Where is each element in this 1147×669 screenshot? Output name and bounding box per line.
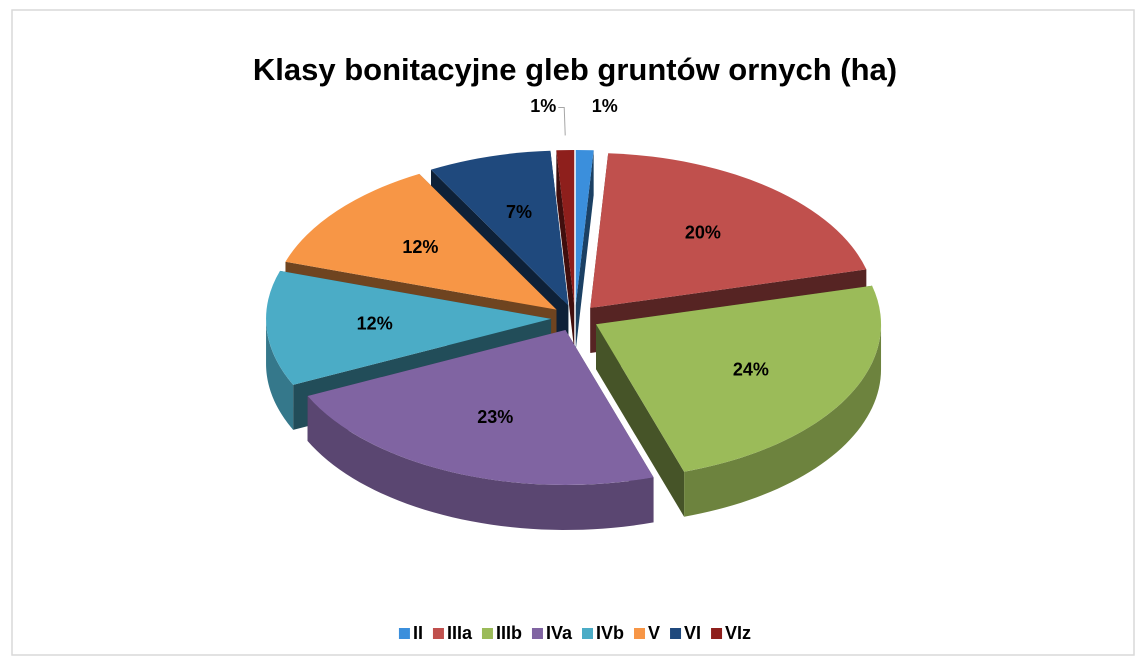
slice-top — [575, 149, 594, 305]
data-label: 7% — [506, 202, 532, 222]
data-label: 1% — [592, 96, 618, 116]
legend-swatch — [531, 628, 543, 639]
legend-swatch — [711, 628, 723, 639]
legend-label: IIIa — [447, 623, 473, 643]
slice-side — [596, 324, 685, 517]
slice — [575, 149, 594, 350]
legend: II IIIa IIIb IVa IVb V VI VIz — [398, 623, 751, 643]
legend-label: IIIb — [496, 623, 522, 643]
legend-swatch — [432, 628, 444, 639]
legend-swatch — [481, 628, 493, 639]
slice-wall — [684, 324, 882, 517]
slice — [596, 285, 882, 517]
legend-label: IVa — [546, 623, 573, 643]
legend-label: V — [648, 623, 660, 643]
legend-label: II — [413, 623, 423, 643]
slice-top — [285, 173, 557, 310]
slice-top — [590, 153, 867, 308]
legend-swatch — [634, 628, 646, 639]
data-label: 1% — [530, 96, 556, 116]
slice-top — [307, 329, 654, 485]
slice-top — [596, 285, 882, 472]
data-label: 12% — [402, 237, 438, 257]
legend-swatch — [582, 628, 593, 639]
data-label: 20% — [685, 223, 721, 243]
leader-line — [558, 106, 566, 136]
slice-wall — [307, 395, 654, 530]
chart-title: Klasy bonitacyjne gleb gruntów ornych (h… — [253, 52, 897, 87]
slice-top — [431, 150, 569, 306]
slice-side — [575, 150, 594, 350]
data-label: 24% — [733, 359, 769, 379]
slice — [556, 149, 575, 350]
data-label: 23% — [477, 407, 513, 427]
data-label: 12% — [357, 314, 393, 334]
legend-swatch — [670, 628, 682, 639]
slice-top — [556, 149, 575, 305]
slice-wall — [266, 318, 294, 430]
legend-label: VI — [684, 623, 701, 643]
legend-label: IVb — [596, 623, 624, 643]
slice-top — [266, 270, 552, 385]
slice-side — [556, 150, 575, 350]
legend-label: VIz — [725, 623, 751, 643]
legend-swatch — [398, 628, 410, 639]
slice — [307, 329, 654, 530]
